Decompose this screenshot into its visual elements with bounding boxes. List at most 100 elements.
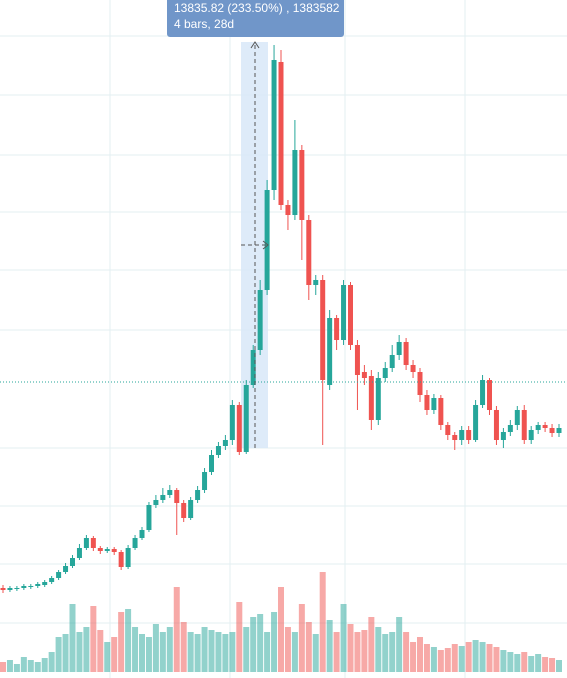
candle-body (480, 380, 486, 405)
volume-bar (542, 657, 549, 672)
volume-bar (27, 660, 34, 672)
volume-bar (493, 647, 500, 672)
tooltip-box (167, 0, 344, 37)
candle-body (528, 430, 534, 440)
volume-bar (451, 644, 458, 672)
volume-bar (291, 632, 298, 672)
candle-body (514, 410, 520, 425)
volume-bar (410, 642, 417, 672)
candle-body (438, 398, 444, 425)
volume-bar (41, 658, 48, 672)
volume-bar (173, 587, 180, 672)
candle-body (215, 446, 221, 455)
volume-bar (486, 644, 493, 672)
volume-bar (97, 630, 104, 672)
candle-body (146, 505, 152, 530)
volume-bar (76, 632, 83, 672)
candle-body (63, 566, 69, 572)
volume-bar (472, 640, 479, 672)
candle-body (243, 385, 249, 452)
volume-bar (132, 627, 139, 672)
candle-body (389, 355, 395, 368)
volume-bar (514, 654, 521, 672)
measure-arrow-head (262, 240, 269, 250)
volume-bar (284, 627, 291, 672)
tooltip-info: 4 bars, 28d (174, 17, 234, 31)
volume-bar (243, 627, 250, 672)
candle-body (473, 405, 479, 440)
candle-body (396, 342, 402, 355)
volume-bar (333, 632, 340, 672)
candle-body (118, 552, 124, 567)
volume-bar (430, 647, 437, 672)
candle-body (306, 220, 312, 285)
volume-bar (389, 632, 396, 672)
volume-bar (69, 604, 76, 672)
candle-body (334, 318, 340, 340)
candle-body (320, 280, 326, 380)
volume-bar (417, 637, 423, 672)
candle-body (76, 548, 82, 558)
volume-bar (139, 634, 145, 672)
candle-body (452, 435, 458, 440)
volume-bar (187, 632, 194, 672)
candle-body (209, 455, 214, 472)
volume-bar (354, 632, 361, 672)
volume-bar (319, 572, 326, 672)
volume-bar (298, 604, 305, 672)
volume-bar (125, 609, 132, 672)
volume-bar (180, 622, 187, 672)
volume-bar (152, 624, 159, 672)
candle-body (132, 538, 138, 548)
volume-bar (458, 646, 465, 672)
candle-body (56, 572, 62, 578)
candle-body (160, 495, 166, 500)
volume-bar (145, 637, 152, 672)
volume-bar (437, 650, 444, 672)
volume-bar (208, 630, 215, 672)
candle-body (97, 548, 103, 551)
candle-body (125, 548, 131, 567)
candle-body (417, 372, 423, 395)
volume-bar (375, 627, 382, 672)
volume-bar (166, 627, 173, 672)
candle-body (424, 395, 430, 410)
volume-bar (271, 612, 278, 672)
volume-bar (201, 627, 208, 672)
candle-body (466, 430, 472, 440)
candle-body (7, 588, 13, 590)
candle-body (195, 490, 201, 500)
volume-bar (48, 652, 55, 672)
candle-body (285, 205, 291, 215)
candle-body (83, 538, 89, 548)
volume-bar (236, 602, 243, 672)
volume-bar (535, 654, 542, 672)
volume-bar (13, 664, 20, 672)
volume-bar (0, 662, 6, 672)
candle-body (493, 410, 499, 440)
candle-body (410, 365, 416, 372)
tooltip-label: 13835.82 (233.50%) , 1383582 (174, 1, 340, 15)
candle-body (35, 584, 41, 586)
volume-bar (444, 648, 451, 672)
candle-body (229, 405, 235, 440)
candle-body (521, 410, 527, 440)
volume-bar (250, 617, 257, 672)
candle-body (236, 405, 242, 452)
volume-bar (229, 632, 236, 672)
candle-body (382, 368, 388, 378)
candle-body (222, 440, 228, 446)
candle-body (271, 60, 277, 190)
candle-body (264, 190, 270, 290)
volume-bar (55, 637, 62, 672)
candle-body (250, 350, 256, 385)
candle-body (139, 530, 145, 538)
candle-body (403, 342, 409, 365)
volume-bar (396, 617, 403, 672)
candle-body (327, 318, 333, 385)
volume-bar (20, 657, 27, 672)
volume-bar (111, 637, 118, 672)
volume-bar (6, 660, 13, 672)
candle-body (167, 490, 173, 495)
volume-bar (278, 587, 284, 672)
